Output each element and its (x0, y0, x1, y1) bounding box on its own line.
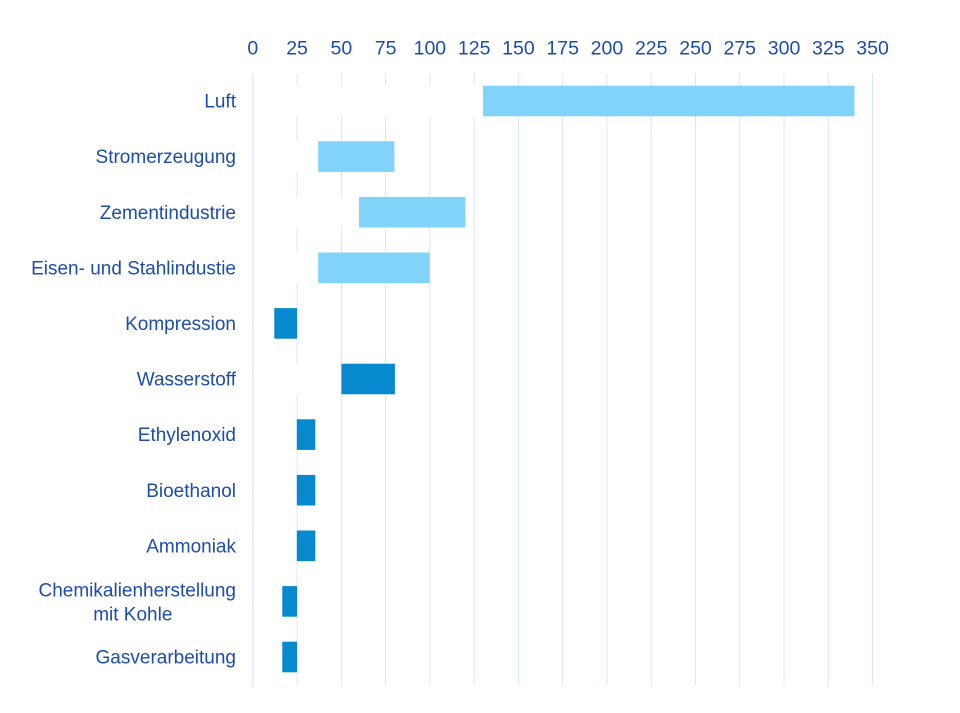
svg-text:Zementindustrie: Zementindustrie (100, 203, 236, 224)
svg-text:Bioethanol: Bioethanol (146, 481, 236, 502)
svg-text:Gasverarbeitung: Gasverarbeitung (96, 648, 236, 669)
svg-text:50: 50 (330, 37, 352, 59)
svg-text:275: 275 (723, 37, 756, 59)
svg-text:0: 0 (247, 37, 258, 59)
svg-text:250: 250 (679, 37, 712, 59)
svg-text:125: 125 (458, 37, 491, 59)
svg-text:Chemikalienherstellung: Chemikalienherstellung (39, 581, 237, 602)
svg-text:200: 200 (591, 37, 624, 59)
svg-text:325: 325 (812, 37, 845, 59)
svg-text:Luft: Luft (204, 92, 236, 113)
svg-text:75: 75 (375, 37, 397, 59)
svg-text:175: 175 (546, 37, 579, 59)
svg-text:100: 100 (414, 37, 447, 59)
svg-text:Eisen- und Stahlindustie: Eisen- und Stahlindustie (31, 258, 236, 279)
svg-text:Ethylenoxid: Ethylenoxid (138, 425, 236, 446)
svg-text:225: 225 (635, 37, 668, 59)
svg-text:Ammoniak: Ammoniak (146, 536, 236, 557)
svg-text:Wasserstoff: Wasserstoff (137, 370, 237, 391)
svg-text:25: 25 (286, 37, 308, 59)
svg-text:Kompression: Kompression (125, 314, 236, 335)
svg-text:Stromerzeugung: Stromerzeugung (96, 147, 236, 168)
svg-text:300: 300 (768, 37, 801, 59)
svg-text:350: 350 (856, 37, 889, 59)
svg-text:150: 150 (502, 37, 535, 59)
svg-text:mit Kohle: mit Kohle (93, 605, 172, 626)
